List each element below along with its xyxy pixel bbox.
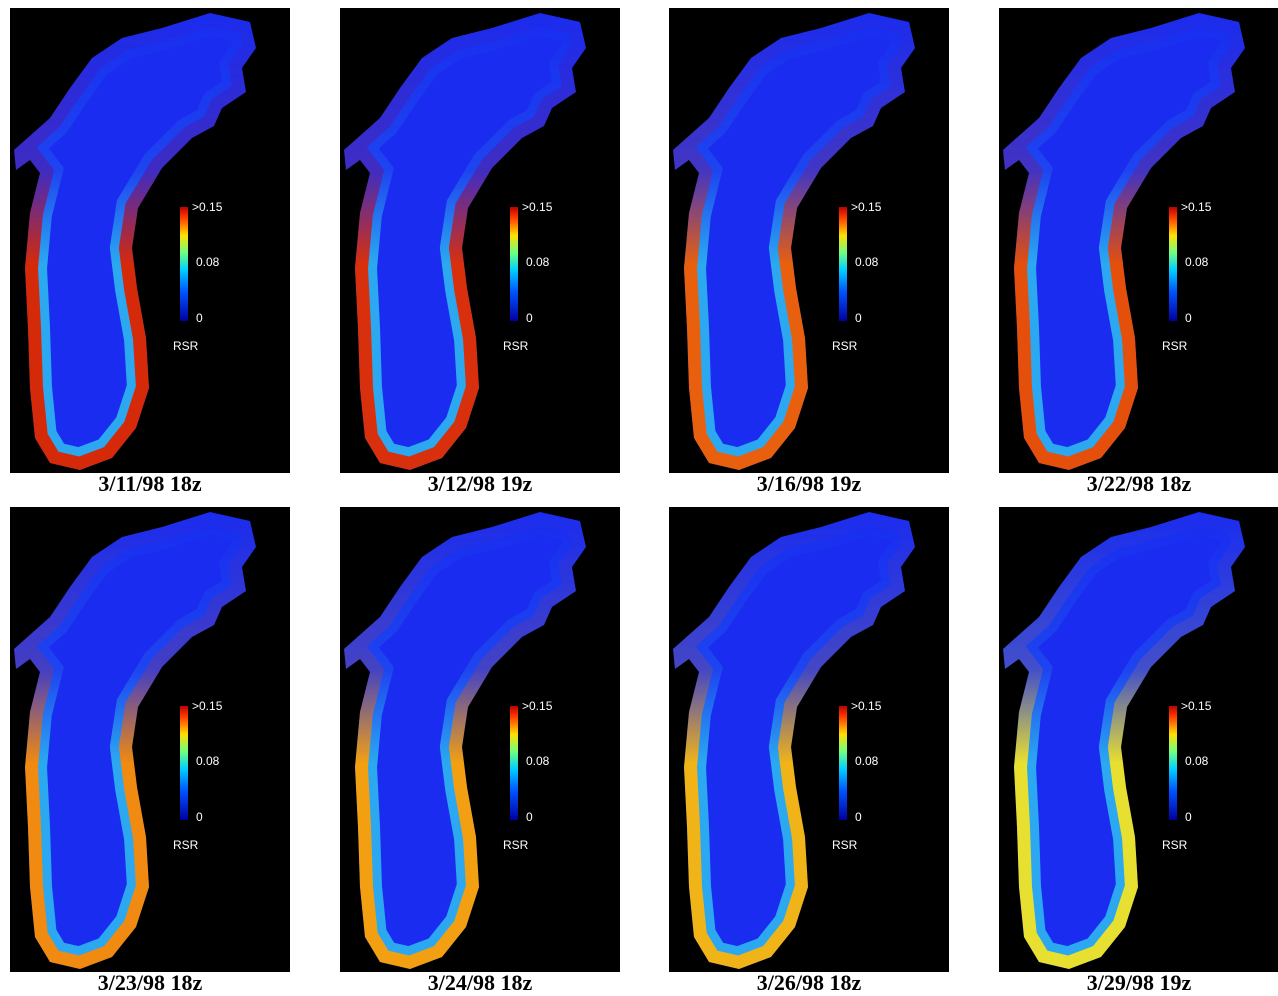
colorbar-max-label: >0.15 bbox=[192, 200, 223, 214]
map-panel: >0.15 0.08 0 RSR bbox=[340, 8, 620, 473]
colorbar-title: RSR bbox=[832, 838, 858, 852]
colorbar-mid-label: 0.08 bbox=[855, 754, 879, 768]
shore-band bbox=[344, 13, 586, 470]
colorbar-max-label: >0.15 bbox=[522, 200, 553, 214]
panel-caption: 3/11/98 18z bbox=[98, 471, 202, 496]
shore-inner bbox=[673, 512, 915, 969]
colorbar-min-label: 0 bbox=[1185, 311, 1192, 325]
colorbar-mid-label: 0.08 bbox=[1185, 754, 1209, 768]
colorbar bbox=[180, 207, 188, 321]
shore-inner bbox=[673, 13, 915, 470]
colorbar bbox=[510, 706, 518, 820]
colorbar-title: RSR bbox=[1162, 339, 1188, 353]
shore-inner bbox=[14, 512, 256, 969]
shore-band bbox=[14, 512, 256, 969]
colorbar-min-label: 0 bbox=[526, 311, 533, 325]
colorbar-title: RSR bbox=[832, 339, 858, 353]
colorbar-title: RSR bbox=[503, 339, 529, 353]
colorbar-min-label: 0 bbox=[1185, 810, 1192, 824]
map-panel: >0.15 0.08 0 RSR bbox=[999, 507, 1278, 972]
panel-caption: 3/29/98 19z bbox=[1087, 970, 1192, 995]
shore-inner bbox=[344, 512, 586, 969]
shore-band bbox=[673, 512, 915, 969]
colorbar-max-label: >0.15 bbox=[1181, 699, 1212, 713]
panel-caption: 3/22/98 18z bbox=[1087, 471, 1192, 496]
shore-band bbox=[344, 512, 586, 969]
colorbar-max-label: >0.15 bbox=[192, 699, 223, 713]
colorbar bbox=[839, 207, 847, 321]
colorbar-title: RSR bbox=[173, 339, 199, 353]
colorbar-title: RSR bbox=[173, 838, 199, 852]
colorbar-mid-label: 0.08 bbox=[855, 255, 879, 269]
panel-caption: 3/26/98 18z bbox=[757, 970, 862, 995]
colorbar bbox=[1169, 706, 1177, 820]
colorbar-title: RSR bbox=[1162, 838, 1188, 852]
colorbar bbox=[180, 706, 188, 820]
colorbar-mid-label: 0.08 bbox=[196, 754, 220, 768]
colorbar-min-label: 0 bbox=[855, 810, 862, 824]
panel-caption: 3/12/98 19z bbox=[428, 471, 533, 496]
map-panel: >0.15 0.08 0 RSR bbox=[669, 507, 949, 972]
colorbar-mid-label: 0.08 bbox=[526, 754, 550, 768]
colorbar-max-label: >0.15 bbox=[851, 200, 882, 214]
shore-inner bbox=[14, 13, 256, 470]
colorbar bbox=[839, 706, 847, 820]
map-panel: >0.15 0.08 0 RSR bbox=[10, 8, 290, 473]
colorbar-max-label: >0.15 bbox=[522, 699, 553, 713]
map-panel: >0.15 0.08 0 RSR bbox=[10, 507, 290, 972]
map-panel: >0.15 0.08 0 RSR bbox=[340, 507, 620, 972]
shore-inner bbox=[344, 13, 586, 470]
shore-band bbox=[673, 13, 915, 470]
panel-caption: 3/23/98 18z bbox=[98, 970, 203, 995]
colorbar-min-label: 0 bbox=[196, 810, 203, 824]
colorbar-mid-label: 0.08 bbox=[526, 255, 550, 269]
colorbar bbox=[510, 207, 518, 321]
colorbar bbox=[1169, 207, 1177, 321]
colorbar-min-label: 0 bbox=[196, 311, 203, 325]
panel-caption: 3/24/98 18z bbox=[428, 970, 533, 995]
colorbar-min-label: 0 bbox=[526, 810, 533, 824]
colorbar-title: RSR bbox=[503, 838, 529, 852]
colorbar-min-label: 0 bbox=[855, 311, 862, 325]
map-panel: >0.15 0.08 0 RSR bbox=[669, 8, 949, 473]
colorbar-max-label: >0.15 bbox=[851, 699, 882, 713]
colorbar-max-label: >0.15 bbox=[1181, 200, 1212, 214]
panel-caption: 3/16/98 19z bbox=[757, 471, 862, 496]
colorbar-mid-label: 0.08 bbox=[1185, 255, 1209, 269]
colorbar-mid-label: 0.08 bbox=[196, 255, 220, 269]
map-panel: >0.15 0.08 0 RSR bbox=[999, 8, 1278, 473]
shore-band bbox=[14, 13, 256, 470]
